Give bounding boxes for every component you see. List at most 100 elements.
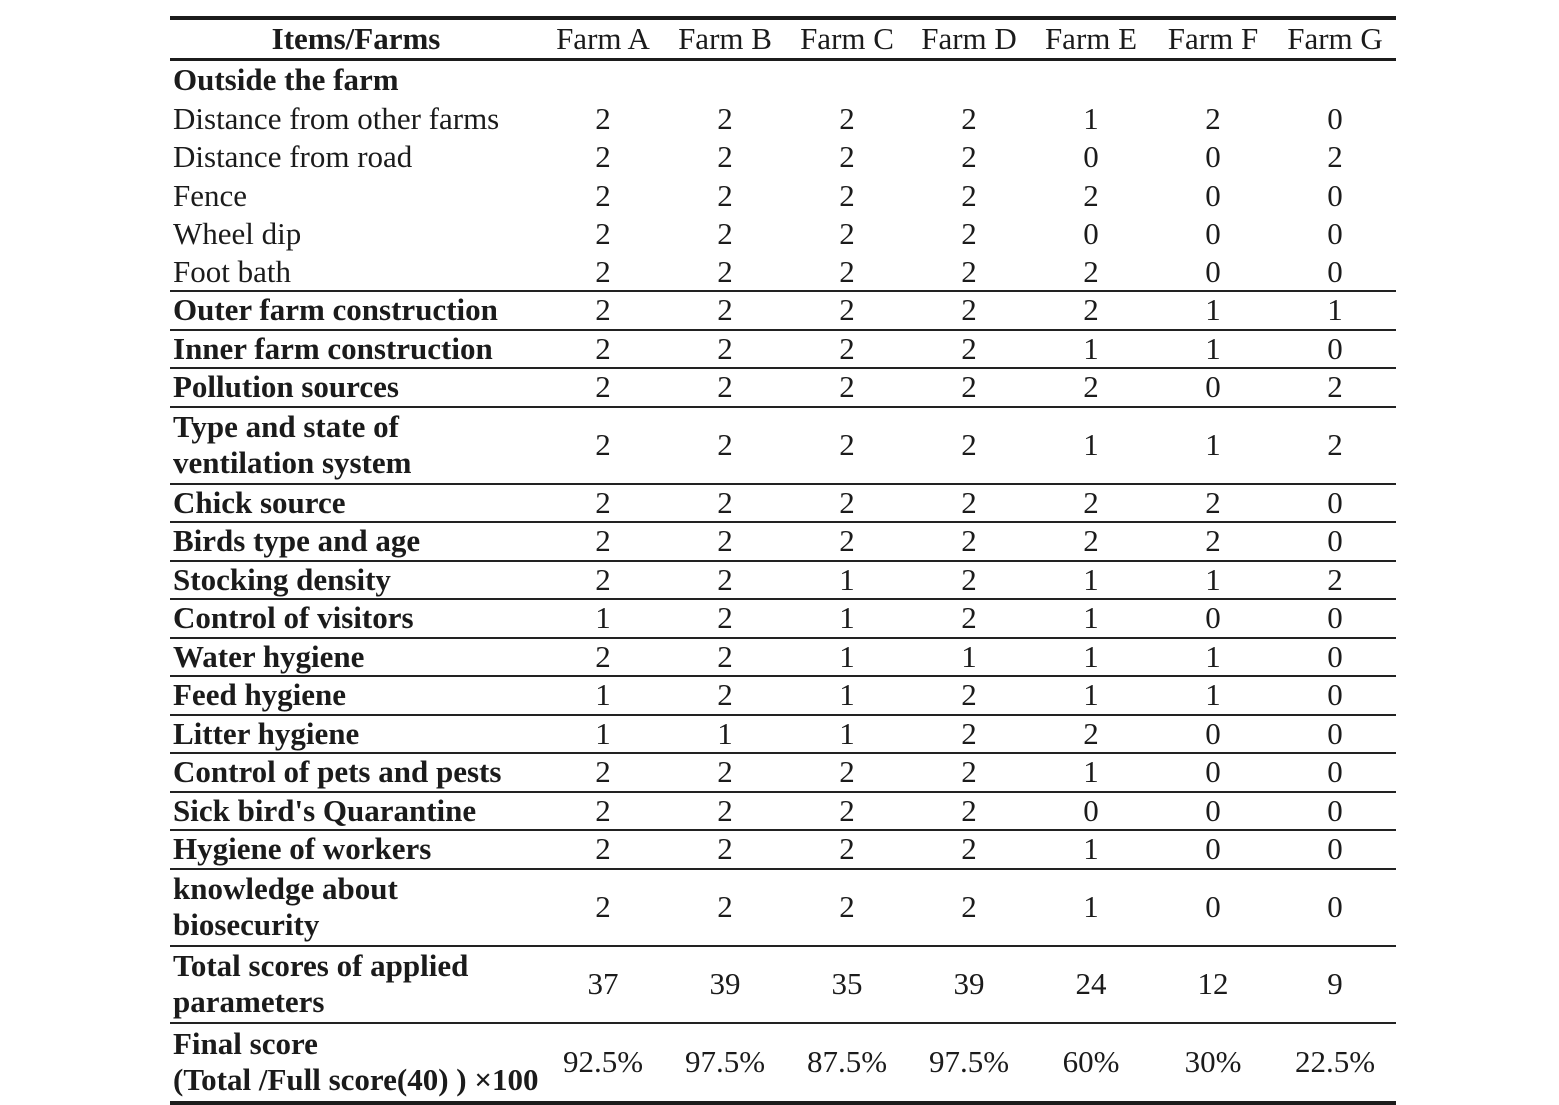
score-cell: 2 [839, 253, 855, 289]
score-cell: 0 [1205, 792, 1221, 828]
score-cell: 2 [961, 427, 977, 462]
column-header-items-farms: Items/Farms [271, 21, 441, 56]
score-cell: 2 [717, 523, 733, 559]
row-label: Control of visitors [173, 600, 414, 636]
score-cell: 0 [1205, 139, 1221, 175]
score-cell: 2 [717, 369, 733, 405]
row-label: Final score (Total /Full score(40) ) ×10… [173, 1026, 539, 1097]
score-cell: 2 [839, 369, 855, 405]
score-cell: 1 [595, 677, 611, 713]
table-body: Outside the farm Distance from other farm… [170, 61, 1396, 1101]
score-cell: 2 [1327, 139, 1343, 175]
score-cell: 2 [1083, 484, 1099, 520]
score-cell: 97.5% [684, 1044, 766, 1079]
column-header-farm: Farm D [921, 21, 1017, 56]
score-cell: 2 [839, 523, 855, 559]
score-cell: 87.5% [806, 1044, 888, 1079]
score-cell: 1 [1205, 292, 1221, 328]
score-cell: 2 [839, 292, 855, 328]
score-cell: 2 [961, 889, 977, 924]
row-label: Wheel dip [173, 216, 302, 252]
score-cell: 2 [839, 216, 855, 252]
score-cell: 1 [961, 638, 977, 674]
score-cell: 0 [1327, 677, 1343, 713]
table-row: Final score (Total /Full score(40) ) ×10… [170, 1024, 1396, 1101]
score-cell: 0 [1327, 889, 1343, 924]
score-cell: 2 [961, 253, 977, 289]
score-cell: 2 [1083, 292, 1099, 328]
table-row: Distance from other farms 2 2 2 2 1 2 0 [170, 100, 1396, 139]
score-cell: 0 [1205, 715, 1221, 751]
score-cell: 24 [1075, 966, 1107, 1001]
row-label: Foot bath [173, 253, 291, 289]
score-cell: 2 [961, 292, 977, 328]
score-cell: 2 [717, 561, 733, 597]
score-cell: 2 [1205, 523, 1221, 559]
score-cell: 2 [717, 754, 733, 790]
score-cell: 0 [1327, 484, 1343, 520]
table-row: Control of visitors 1 2 1 2 1 0 0 [170, 600, 1396, 639]
score-cell: 0 [1327, 792, 1343, 828]
row-label: Outer farm construction [173, 292, 498, 328]
row-label: Type and state of ventilation system [173, 409, 412, 480]
score-cell: 2 [961, 715, 977, 751]
table-row: Type and state of ventilation system 2 2 2 2… [170, 408, 1396, 485]
row-label: Total scores of applied parameters [173, 948, 469, 1019]
table-row: Stocking density 2 2 1 2 1 1 2 [170, 561, 1396, 600]
score-cell: 1 [1083, 427, 1099, 462]
score-cell: 9 [1327, 966, 1343, 1001]
score-cell: 1 [1205, 330, 1221, 366]
score-cell: 0 [1205, 253, 1221, 289]
score-cell: 2 [961, 831, 977, 867]
score-cell: 2 [717, 831, 733, 867]
score-cell: 2 [595, 216, 611, 252]
score-cell: 2 [595, 831, 611, 867]
score-cell: 1 [1083, 330, 1099, 366]
score-cell: 2 [595, 330, 611, 366]
score-cell: 1 [1083, 600, 1099, 636]
score-cell: 0 [1083, 139, 1099, 175]
row-label: Outside the farm [173, 62, 399, 98]
row-label: Chick source [173, 484, 346, 520]
score-cell: 2 [1083, 253, 1099, 289]
score-cell: 60% [1062, 1044, 1120, 1079]
score-cell: 2 [595, 561, 611, 597]
score-cell: 2 [717, 139, 733, 175]
column-header-farm: Farm G [1287, 21, 1383, 56]
score-cell: 1 [595, 715, 611, 751]
score-cell: 2 [595, 369, 611, 405]
row-label: Fence [173, 177, 248, 213]
score-cell: 2 [717, 292, 733, 328]
row-label: Inner farm construction [173, 330, 493, 366]
score-cell: 2 [595, 427, 611, 462]
table-row: Outer farm construction 2 2 2 2 2 1 1 [170, 292, 1396, 331]
score-cell: 2 [1083, 369, 1099, 405]
table-row: Birds type and age 2 2 2 2 2 2 0 [170, 523, 1396, 562]
row-label: Stocking density [173, 561, 391, 597]
score-cell: 2 [1327, 561, 1343, 597]
score-cell: 0 [1205, 754, 1221, 790]
score-cell: 0 [1327, 600, 1343, 636]
column-header-farm: Farm C [800, 21, 894, 56]
table-row: Control of pets and pests 2 2 2 2 1 0 0 [170, 754, 1396, 793]
score-cell: 0 [1205, 831, 1221, 867]
score-cell: 2 [1205, 484, 1221, 520]
score-cell: 0 [1327, 754, 1343, 790]
score-cell: 2 [839, 330, 855, 366]
score-cell: 0 [1205, 216, 1221, 252]
score-cell: 2 [595, 754, 611, 790]
score-cell: 1 [1083, 100, 1099, 136]
row-label: Feed hygiene [173, 677, 347, 713]
score-cell: 0 [1327, 253, 1343, 289]
column-header-farm: Farm A [556, 21, 650, 56]
row-label: Birds type and age [173, 523, 421, 559]
score-cell: 2 [961, 369, 977, 405]
score-cell: 2 [839, 177, 855, 213]
table-row: knowledge about biosecurity 2 2 2 2 1 0 0 [170, 870, 1396, 947]
biosecurity-score-table: Items/Farms Farm A Farm B Farm C Farm D Farm … [170, 16, 1396, 1105]
score-cell: 1 [1205, 677, 1221, 713]
score-cell: 2 [717, 100, 733, 136]
score-cell: 0 [1205, 889, 1221, 924]
score-cell: 0 [1327, 100, 1343, 136]
score-cell: 2 [595, 177, 611, 213]
